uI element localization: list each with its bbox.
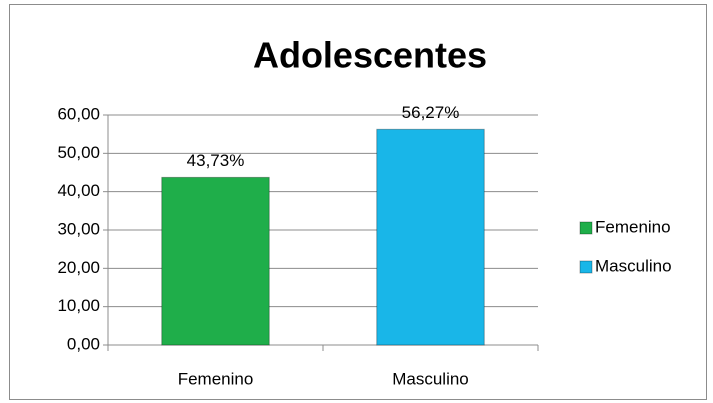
y-tick-label: 10,00 bbox=[57, 296, 100, 315]
x-tick-label: Masculino bbox=[392, 369, 469, 388]
y-tick-label: 30,00 bbox=[57, 219, 100, 238]
legend-label: Masculino bbox=[595, 256, 672, 275]
y-tick-label: 20,00 bbox=[57, 258, 100, 277]
y-tick-label: 0,00 bbox=[67, 334, 100, 353]
y-tick-label: 60,00 bbox=[57, 104, 100, 123]
data-label: 56,27% bbox=[402, 103, 460, 122]
legend-label: Femenino bbox=[595, 217, 671, 236]
y-tick-label: 50,00 bbox=[57, 143, 100, 162]
bar bbox=[161, 176, 270, 346]
bar bbox=[376, 128, 485, 346]
data-label: 43,73% bbox=[187, 151, 245, 170]
chart-title: Adolescentes bbox=[253, 35, 487, 76]
chart-border bbox=[9, 4, 707, 400]
legend-swatch bbox=[579, 260, 593, 274]
x-tick-label: Femenino bbox=[178, 369, 254, 388]
y-tick-label: 40,00 bbox=[57, 181, 100, 200]
legend-swatch bbox=[579, 221, 593, 235]
